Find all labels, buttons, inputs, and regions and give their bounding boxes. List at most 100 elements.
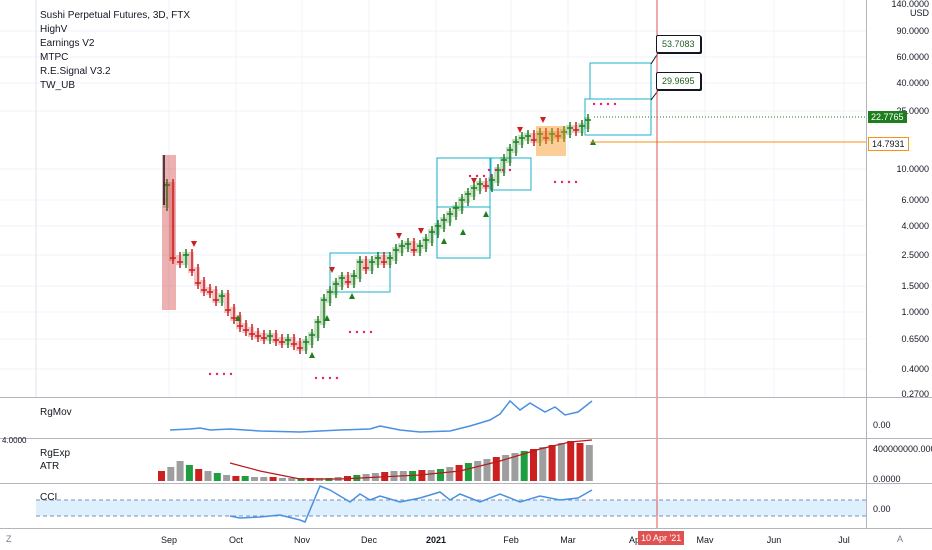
- last-price-badge[interactable]: 22.7765: [868, 111, 907, 123]
- signal-dot: [362, 330, 366, 334]
- rgexp-bar: [269, 477, 277, 481]
- volume-shade: [200, 280, 206, 293]
- signal-dot: [229, 372, 233, 376]
- signal-up-arrow: [483, 211, 489, 217]
- indicator-earnings[interactable]: Earnings V2: [40, 38, 95, 49]
- atr-line: [229, 439, 593, 480]
- signal-dot: [215, 372, 219, 376]
- signal-dot: [613, 102, 617, 106]
- rgexp-axis-top: 400000000.0000: [873, 444, 932, 454]
- signal-dot: [494, 168, 498, 172]
- indicator-highv[interactable]: HighV: [40, 24, 68, 35]
- signal-dot: [606, 102, 610, 106]
- rgexp-bar: [446, 467, 454, 481]
- rgmov-axis-value: 0.00: [873, 420, 891, 430]
- volume-shade: [278, 337, 284, 345]
- price-currency: USD: [909, 8, 929, 18]
- target-callout-lower[interactable]: 29.9695: [656, 72, 701, 90]
- rgexp-bar: [474, 461, 482, 481]
- signal-dot: [553, 180, 557, 184]
- rgexp-bar: [418, 470, 426, 481]
- indicator-tw-ub[interactable]: TW_UB: [40, 80, 75, 91]
- indicator-mtpc[interactable]: MTPC: [40, 52, 69, 63]
- price-tick: 0.6500: [901, 334, 929, 344]
- rgexp-bar: [288, 478, 296, 481]
- price-tick-top: 140.0000: [891, 0, 929, 9]
- volume-shade: [524, 133, 530, 141]
- rgexp-axis[interactable]: 400000000.0000 0.0000: [866, 439, 932, 484]
- time-label-apr: Apr: [628, 535, 644, 545]
- rgexp-bar: [548, 445, 556, 481]
- level-price-badge[interactable]: 14.7931: [868, 137, 909, 151]
- auto-scale-toggle[interactable]: A: [897, 534, 904, 544]
- signal-up-arrow: [309, 352, 315, 358]
- cci-chart: [36, 484, 866, 528]
- price-axis[interactable]: 140.0000 USD 90.0000 60.0000 40.0000 25.…: [866, 0, 932, 399]
- rgexp-pane[interactable]: 4.0000 RgExp ATR: [0, 436, 866, 483]
- volume-shade: [169, 182, 175, 261]
- signal-dot: [482, 174, 486, 178]
- rgexp-label[interactable]: RgExp: [40, 448, 71, 459]
- volume-shade: [482, 181, 488, 189]
- volume-shade: [560, 129, 566, 139]
- cci-pane[interactable]: CCI: [0, 484, 866, 528]
- rgexp-axis-bottom: 0.0000: [873, 474, 901, 484]
- atr-label[interactable]: ATR: [40, 461, 60, 472]
- signal-dot: [560, 180, 564, 184]
- cci-axis[interactable]: 0.00: [866, 484, 932, 528]
- volume-shade: [230, 307, 236, 321]
- volume-shade: [470, 185, 476, 197]
- volume-shade: [542, 131, 548, 141]
- rgmov-axis[interactable]: 0.00: [866, 398, 932, 438]
- volume-shade: [248, 327, 254, 337]
- rgexp-bar: [409, 471, 417, 481]
- rgmov-label[interactable]: RgMov: [40, 407, 72, 418]
- volume-shade: [500, 157, 506, 173]
- range-box: [589, 62, 652, 100]
- pane-divider[interactable]: [0, 438, 932, 439]
- price-tick: 0.2700: [901, 389, 929, 399]
- volume-shade: [536, 131, 542, 143]
- pane-divider[interactable]: [0, 483, 932, 484]
- indicator-resignal[interactable]: R.E.Signal V3.2: [40, 66, 111, 77]
- price-tick: 2.5000: [901, 250, 929, 260]
- chart-legend: Sushi Perpetual Futures, 3D, FTX HighV E…: [40, 9, 190, 93]
- volume-shade: [212, 289, 218, 303]
- signal-down-arrow: [471, 178, 477, 184]
- target-callout-upper[interactable]: 53.7083: [656, 35, 701, 53]
- signal-down-arrow: [540, 117, 546, 123]
- price-tick: 90.0000: [896, 26, 929, 36]
- pane-divider[interactable]: [0, 397, 932, 398]
- volume-shade: [290, 337, 296, 347]
- signal-up-arrow: [441, 238, 447, 244]
- volume-shade: [236, 315, 242, 329]
- signal-up-arrow: [349, 293, 355, 299]
- signal-dot: [348, 330, 352, 334]
- zoom-toggle[interactable]: Z: [6, 534, 12, 544]
- signal-dot: [508, 168, 512, 172]
- volume-shade: [350, 273, 356, 285]
- cci-axis-value: 0.00: [873, 504, 891, 514]
- time-highlight-badge[interactable]: 10 Apr '21: [638, 531, 685, 545]
- price-chart[interactable]: [0, 0, 866, 397]
- volume-shade: [464, 191, 470, 203]
- volume-shade: [272, 333, 278, 343]
- volume-shade: [530, 133, 536, 143]
- signal-dot: [208, 372, 212, 376]
- volume-shade: [176, 255, 182, 265]
- volume-shade: [344, 275, 350, 285]
- signal-dot: [335, 376, 339, 380]
- rgexp-left-marker: 4.0000: [2, 436, 27, 445]
- symbol-title[interactable]: Sushi Perpetual Futures, 3D, FTX: [40, 10, 191, 21]
- rgmov-pane[interactable]: RgMov: [0, 398, 866, 438]
- volume-shade: [392, 247, 398, 261]
- cci-label[interactable]: CCI: [40, 492, 58, 503]
- volume-shade: [224, 293, 230, 313]
- rgexp-bar: [455, 465, 463, 481]
- price-pane[interactable]: Sushi Perpetual Futures, 3D, FTX HighV E…: [0, 0, 866, 397]
- signal-up-arrow: [460, 229, 466, 235]
- rgexp-bar: [232, 476, 240, 481]
- volume-shade: [254, 331, 260, 339]
- signal-down-arrow: [396, 233, 402, 239]
- signal-dot: [574, 180, 578, 184]
